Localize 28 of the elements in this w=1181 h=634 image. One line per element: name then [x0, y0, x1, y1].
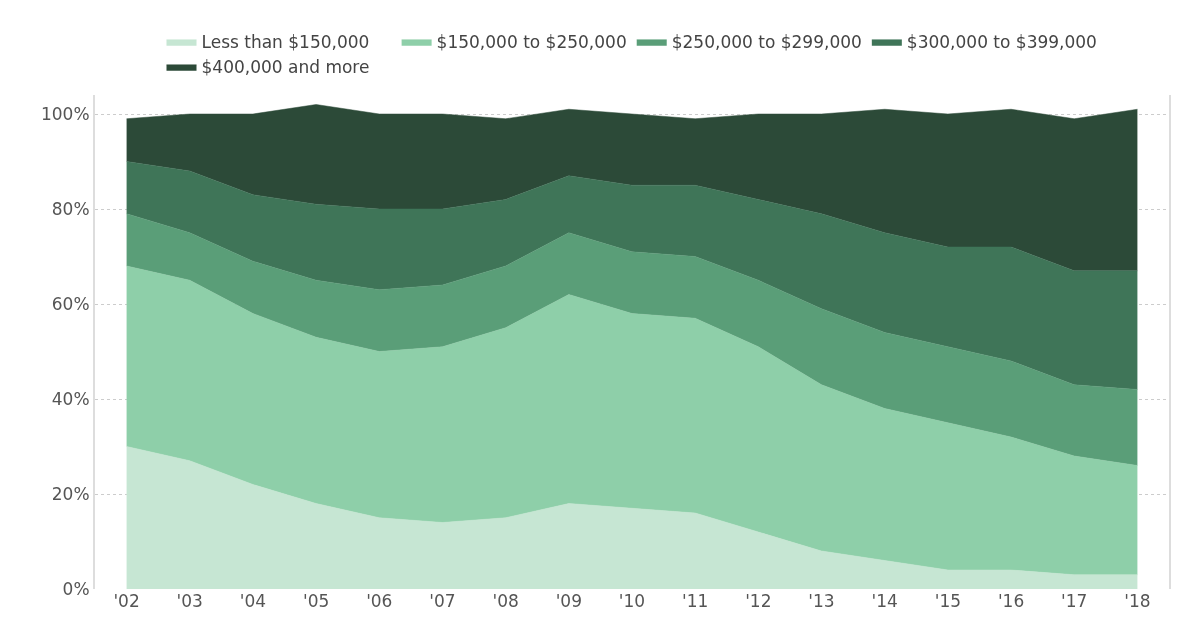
x-tick-label: '04 — [239, 591, 267, 611]
legend-label: $250,000 to $299,000 — [671, 32, 862, 53]
x-tick-label: '15 — [934, 591, 962, 611]
y-tick-label: 0% — [62, 578, 90, 599]
x-tick-label: '17 — [1061, 591, 1088, 611]
x-tick-label: '05 — [302, 591, 330, 611]
y-tick-label: 20% — [51, 483, 90, 504]
x-tick-label: '10 — [618, 591, 646, 611]
x-tick-label: '03 — [176, 591, 203, 611]
x-tick-label: '13 — [808, 591, 835, 611]
x-tick-label: '09 — [555, 591, 582, 611]
legend-label: Less than $150,000 — [201, 32, 370, 53]
x-tick-label: '14 — [871, 591, 898, 611]
x-tick-label: '07 — [429, 591, 456, 611]
y-tick-label: 100% — [40, 103, 90, 124]
y-tick-label: 40% — [51, 388, 90, 409]
x-tick-label: '11 — [682, 591, 709, 611]
x-tick-label: '18 — [1124, 591, 1151, 611]
x-tick-label: '02 — [113, 591, 140, 611]
x-tick-label: '16 — [997, 591, 1025, 611]
y-tick-label: 60% — [51, 293, 90, 314]
x-tick-label: '08 — [492, 591, 519, 611]
x-tick-label: '06 — [366, 591, 393, 611]
legend-label: $400,000 and more — [201, 57, 370, 78]
legend-label: $150,000 to $250,000 — [436, 32, 627, 53]
x-tick-label: '12 — [745, 591, 772, 611]
y-tick-label: 80% — [51, 198, 90, 219]
legend-label: $300,000 to $399,000 — [906, 32, 1097, 53]
